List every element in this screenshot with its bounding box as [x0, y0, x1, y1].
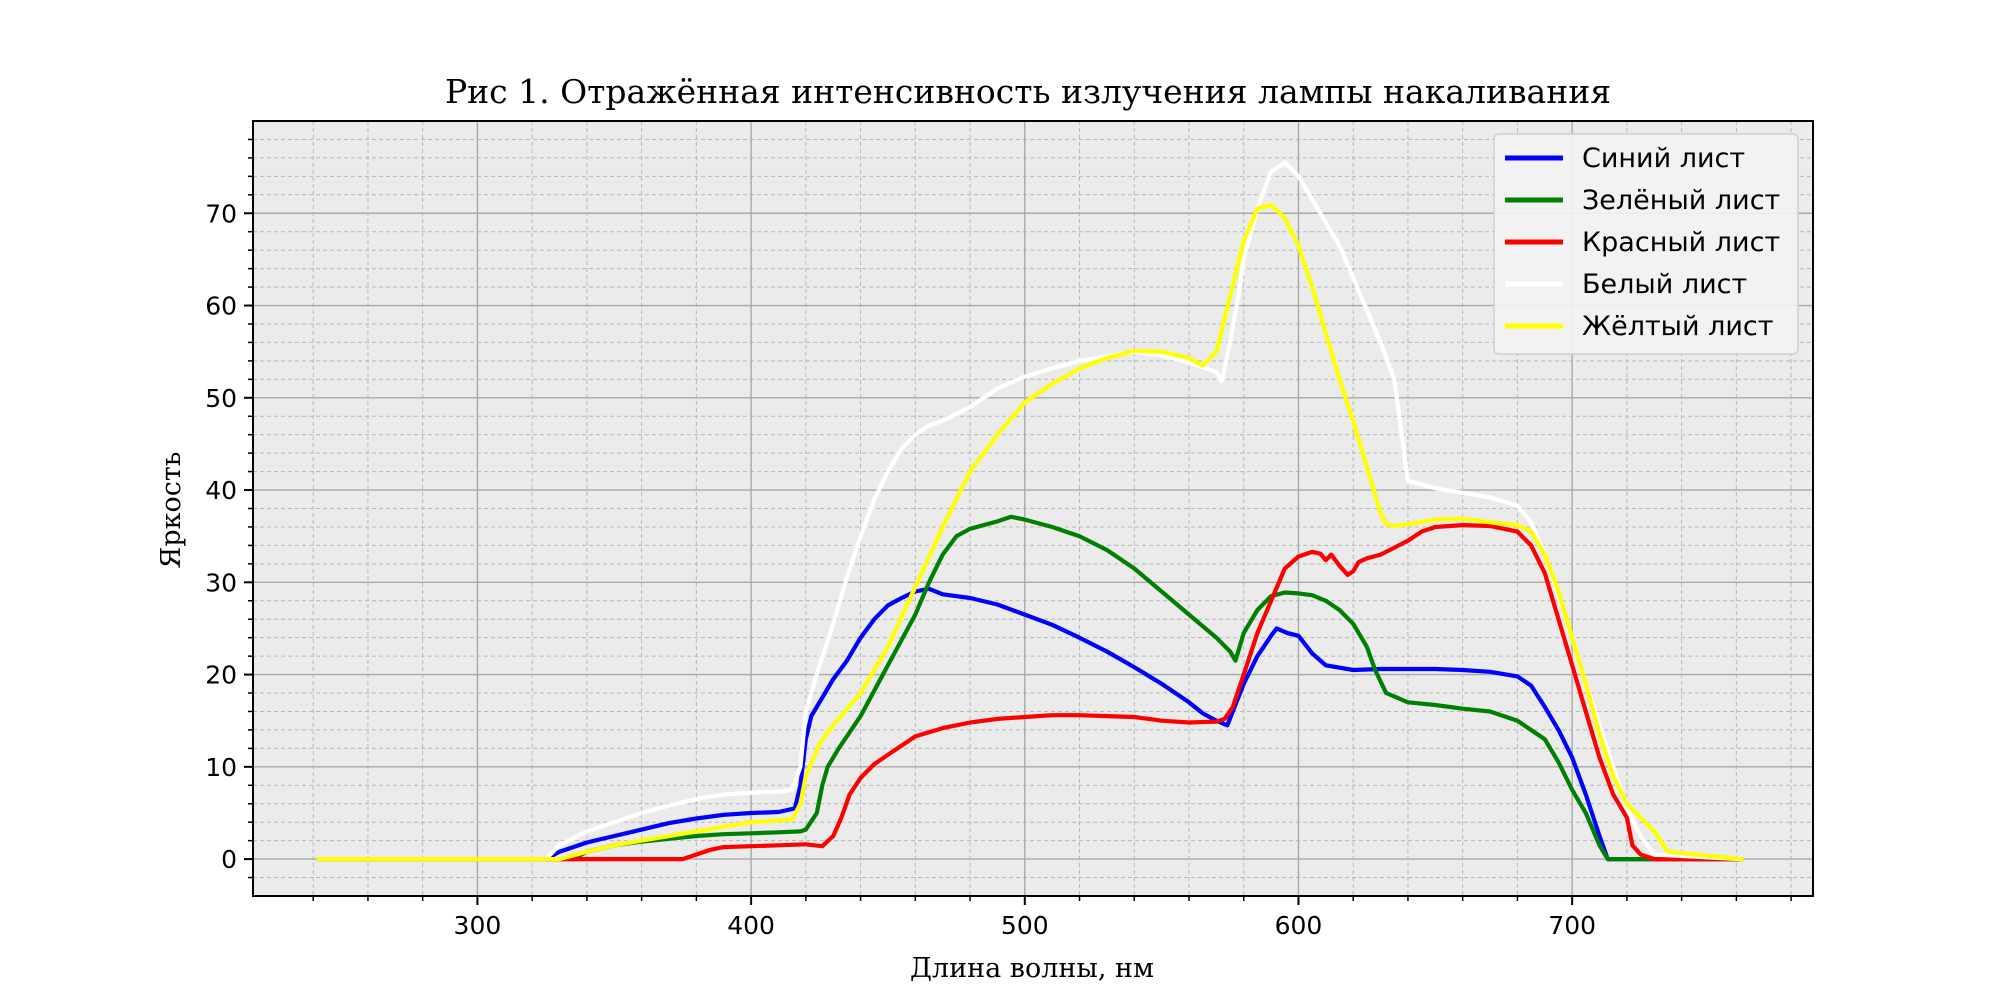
series-line-3 — [316, 160, 1744, 862]
x-tick-label: 400 — [727, 911, 775, 940]
series-line-1 — [316, 514, 1744, 862]
x-tick-label: 300 — [454, 911, 502, 940]
y-tick-label: 50 — [205, 384, 237, 413]
legend-label-yellow-leaf: Жёлтый лист — [1582, 311, 1774, 342]
y-tick-label: 60 — [205, 292, 237, 321]
y-tick-label: 70 — [205, 199, 237, 228]
chart-title: Рис 1. Отражённая интенсивность излучени… — [445, 72, 1611, 111]
series-layer — [316, 160, 1744, 862]
legend-label-red-leaf: Красный лист — [1582, 227, 1780, 258]
legend-label-blue-leaf: Синий лист — [1582, 143, 1745, 174]
y-axis-label: Яркость — [156, 452, 187, 569]
legend-label-white-leaf: Белый лист — [1582, 269, 1747, 300]
series-line-2 — [316, 523, 1744, 862]
series-line-4 — [316, 202, 1744, 862]
series-line-0 — [316, 586, 1744, 862]
y-tick-label: 10 — [205, 753, 237, 782]
y-tick-label: 30 — [205, 568, 237, 597]
x-tick-label: 600 — [1275, 911, 1323, 940]
x-tick-label: 500 — [1001, 911, 1049, 940]
y-tick-label: 20 — [205, 661, 237, 690]
legend-label-green-leaf: Зелёный лист — [1582, 185, 1780, 216]
ticks-layer: 300 400 500 600 700 0 10 20 30 40 50 60 70 — [205, 138, 1792, 940]
legend: Синий лист Зелёный лист Красный лист Бел… — [1493, 133, 1799, 355]
legend-box — [1493, 133, 1799, 355]
x-tick-label: 700 — [1548, 911, 1596, 940]
y-tick-label: 0 — [221, 845, 237, 874]
y-tick-label: 40 — [205, 476, 237, 505]
x-axis-label: Длина волны, нм — [910, 953, 1154, 984]
